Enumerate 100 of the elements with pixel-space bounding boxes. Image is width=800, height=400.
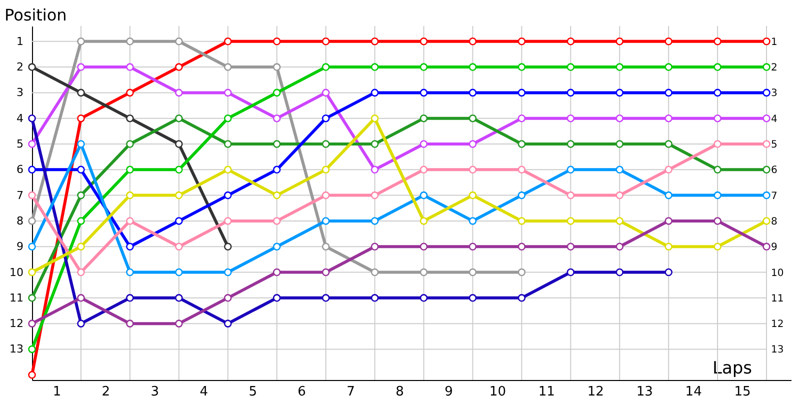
point <box>77 320 85 328</box>
y-tick-label: 4 <box>16 112 24 125</box>
point <box>322 191 330 200</box>
point <box>616 38 624 46</box>
point <box>420 166 428 174</box>
point <box>566 217 575 225</box>
point <box>518 242 526 250</box>
point <box>272 140 281 148</box>
point <box>77 140 85 148</box>
point <box>566 38 575 46</box>
y2-tick-label: 7 <box>771 190 778 202</box>
point <box>322 268 330 276</box>
x-tick-label: 11 <box>538 384 555 400</box>
point <box>468 88 477 97</box>
x-tick-label: 9 <box>444 384 453 400</box>
point <box>28 166 36 174</box>
point <box>126 114 134 122</box>
y2-tick-label: 8 <box>771 216 778 228</box>
point <box>126 140 134 148</box>
point <box>664 242 672 250</box>
point <box>77 217 85 225</box>
point <box>272 38 281 46</box>
point <box>272 88 281 97</box>
point <box>272 217 281 225</box>
point <box>468 294 477 302</box>
point <box>664 63 672 71</box>
point <box>468 166 477 174</box>
point <box>126 88 134 97</box>
point <box>370 294 379 302</box>
point <box>664 166 672 174</box>
y2-tick-label: 11 <box>771 293 784 304</box>
point <box>126 217 134 225</box>
point <box>77 88 85 97</box>
point <box>566 63 575 71</box>
point <box>175 88 183 97</box>
point <box>175 242 183 250</box>
point <box>322 88 330 97</box>
point <box>714 242 722 250</box>
point <box>77 294 85 302</box>
point <box>370 191 379 200</box>
point <box>28 191 36 200</box>
point <box>77 114 85 122</box>
point <box>28 242 36 250</box>
point <box>518 217 526 225</box>
point <box>224 320 232 328</box>
point <box>370 38 379 46</box>
point <box>175 38 183 46</box>
point <box>518 88 526 97</box>
point <box>28 140 36 148</box>
point <box>616 217 624 225</box>
point <box>664 140 672 148</box>
point <box>224 166 232 174</box>
point <box>468 268 477 276</box>
point <box>714 217 722 225</box>
point <box>518 114 526 122</box>
y2-tick-label: 9 <box>771 242 778 254</box>
point <box>566 166 575 174</box>
point <box>224 268 232 276</box>
point <box>616 191 624 200</box>
y2-tick-label: 10 <box>771 268 784 279</box>
y2-tick-label: 2 <box>771 62 778 74</box>
point <box>272 294 281 302</box>
point <box>420 63 428 71</box>
y-tick-label: 1 <box>16 34 24 48</box>
point <box>175 166 183 174</box>
point <box>28 370 36 379</box>
y-axis-title: Position <box>4 6 67 24</box>
point <box>664 38 672 46</box>
point <box>224 38 232 46</box>
point <box>126 294 134 302</box>
point <box>664 114 672 122</box>
point <box>762 140 770 148</box>
point <box>28 63 36 71</box>
point <box>272 268 281 276</box>
point <box>762 38 770 46</box>
point <box>616 88 624 97</box>
point <box>175 217 183 225</box>
point <box>28 320 36 328</box>
y-tick-label: 11 <box>10 291 24 304</box>
y2-tick-label: 3 <box>771 88 778 100</box>
point <box>714 191 722 200</box>
point <box>518 268 526 276</box>
point <box>272 242 281 250</box>
point <box>322 140 330 148</box>
point <box>762 63 770 71</box>
x-tick-label: 4 <box>200 384 208 400</box>
y2-tick-label: 6 <box>771 165 778 176</box>
point <box>518 191 526 200</box>
point <box>322 242 330 250</box>
point <box>616 114 624 122</box>
point <box>175 191 183 200</box>
point <box>566 268 575 276</box>
point <box>714 140 722 148</box>
point <box>420 114 428 122</box>
y-tick-label: 2 <box>16 60 24 74</box>
point <box>420 140 428 148</box>
x-axis-title: Laps <box>712 358 752 378</box>
point <box>420 191 428 200</box>
y2-tick-label: 13 <box>771 344 784 356</box>
point <box>77 166 85 174</box>
